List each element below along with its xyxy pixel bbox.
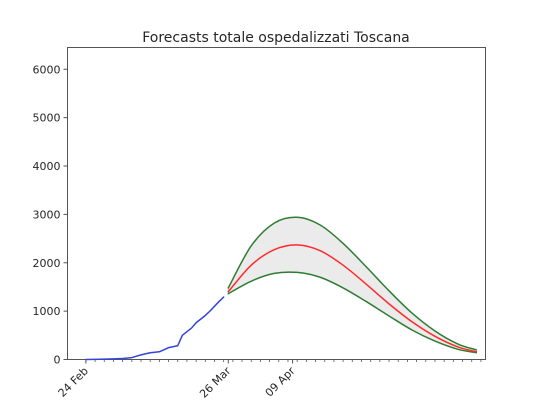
- upper-bound-line: [227, 216, 478, 351]
- y-tick-label: 4000: [33, 160, 61, 173]
- y-tick-label: 1000: [33, 305, 61, 318]
- forecast-line: [227, 244, 478, 353]
- x-axis: 24 Feb 26 Mar 09 Apr: [56, 359, 482, 401]
- x-tick-label: 09 Apr: [263, 364, 298, 399]
- x-tick-label: 26 Mar: [197, 364, 234, 401]
- confidence-band-layer: [227, 216, 477, 354]
- series-line-layer: [85, 216, 478, 361]
- y-tick-label: 5000: [33, 112, 61, 125]
- y-axis: 0 1000 2000 3000 4000 5000 6000: [33, 63, 68, 367]
- y-tick-label: 3000: [33, 208, 61, 221]
- y-tick-label: 6000: [33, 63, 61, 76]
- plot-frame: [67, 47, 486, 360]
- confidence-band: [227, 216, 477, 354]
- x-tick-label: 24 Feb: [56, 364, 91, 399]
- lower-bound-line: [227, 271, 478, 354]
- observed-line: [85, 296, 225, 361]
- y-tick-label: 2000: [33, 257, 61, 270]
- plot-area: [67, 47, 486, 360]
- y-tick-label: 0: [54, 354, 61, 367]
- chart-title: Forecasts totale ospedalizzati Toscana: [142, 30, 410, 46]
